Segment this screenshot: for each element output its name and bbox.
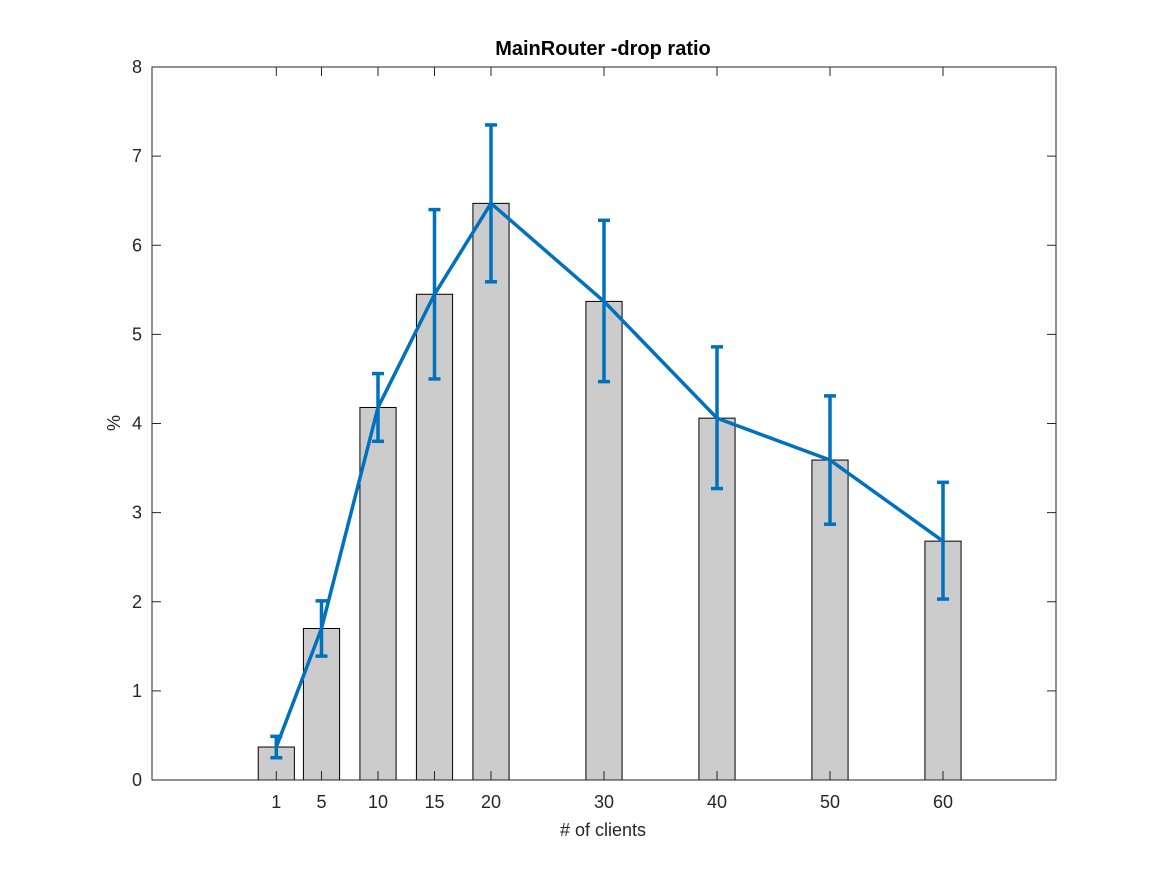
y-tick-label: 3 xyxy=(132,503,142,523)
x-tick-label: 60 xyxy=(933,792,953,812)
line-layer xyxy=(270,123,949,760)
errorbar-40 xyxy=(711,345,723,491)
errorbar-10 xyxy=(372,371,384,444)
errorbar-20 xyxy=(485,123,497,284)
y-tick-label: 0 xyxy=(132,770,142,790)
y-tick-label: 1 xyxy=(132,681,142,701)
y-tick-label: 4 xyxy=(132,414,142,434)
errorbar-60 xyxy=(937,480,949,601)
x-axis-label: # of clients xyxy=(560,820,646,840)
bars-layer xyxy=(257,202,962,781)
y-tick-label: 6 xyxy=(132,235,142,255)
y-tick-label: 7 xyxy=(132,146,142,166)
x-tick-label: 15 xyxy=(424,792,444,812)
errorbar-30 xyxy=(598,218,610,384)
errorbar-50 xyxy=(824,394,836,526)
y-tick-label: 5 xyxy=(132,324,142,344)
x-tick-label: 10 xyxy=(368,792,388,812)
x-tick-label: 40 xyxy=(707,792,727,812)
y-tick-label: 2 xyxy=(132,592,142,612)
x-tick-label: 20 xyxy=(481,792,501,812)
x-tick-label: 50 xyxy=(820,792,840,812)
x-tick-label: 5 xyxy=(316,792,326,812)
y-axis-label: % xyxy=(104,415,124,431)
x-tick-label: 1 xyxy=(271,792,281,812)
x-tick-label: 30 xyxy=(594,792,614,812)
errorbar-1 xyxy=(270,734,283,760)
bar-20 xyxy=(472,202,510,781)
y-tick-label: 8 xyxy=(132,57,142,77)
chart-title: MainRouter -drop ratio xyxy=(495,38,711,60)
errorbar-15 xyxy=(428,207,441,381)
errorbar-5 xyxy=(315,599,328,658)
